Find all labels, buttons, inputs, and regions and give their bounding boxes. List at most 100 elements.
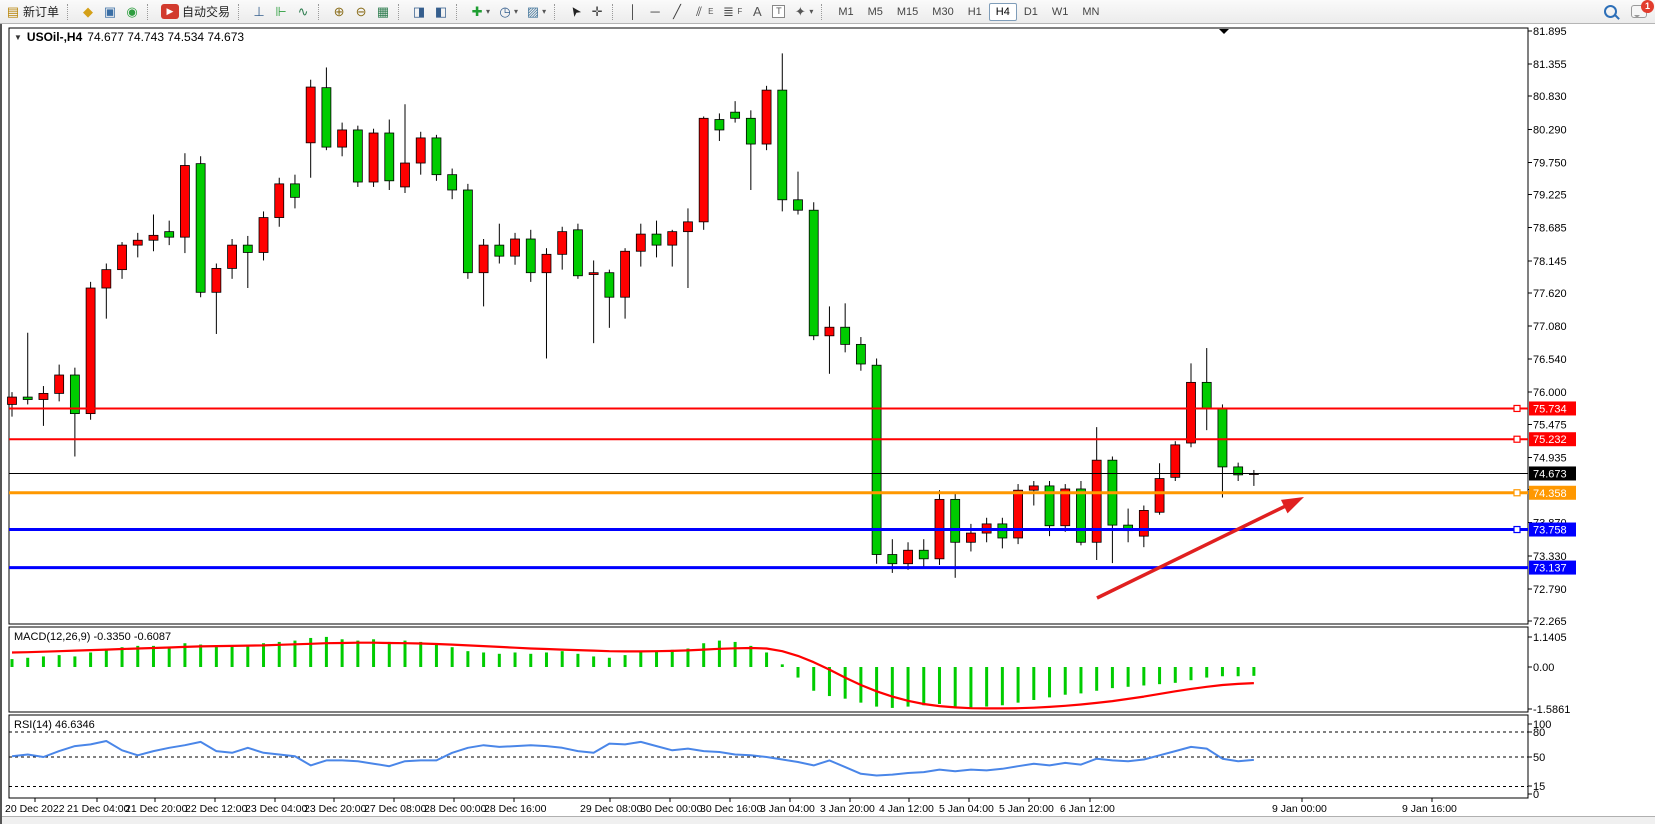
- timeframe-group: M1 M5 M15 M30 H1 H4 D1 W1 MN: [829, 0, 1108, 23]
- timeframe-m30[interactable]: M30: [932, 5, 954, 18]
- trend-arrow-line[interactable]: [1096, 503, 1289, 600]
- time-label: 3 Jan 20:00: [820, 803, 875, 815]
- price-line-handle[interactable]: [1513, 404, 1521, 413]
- dropdown-arrow-icon[interactable]: ▾: [809, 7, 814, 16]
- timeframe-d1[interactable]: D1: [1023, 5, 1038, 18]
- price-tick-label: 81.355: [1533, 59, 1567, 71]
- line-chart-icon: ∿: [297, 4, 309, 19]
- toolbar-group: ◨ ◧: [406, 0, 454, 23]
- price-tick-label: 77.080: [1533, 321, 1567, 333]
- zoom-in-button[interactable]: ⊕: [328, 1, 350, 23]
- channel-button[interactable]: ⫽ E: [688, 1, 717, 23]
- time-label: 5 Jan 20:00: [999, 803, 1054, 815]
- autotrade-button[interactable]: ▶ 自动交易: [157, 1, 234, 23]
- terminal-button[interactable]: ▣: [99, 1, 121, 23]
- price-line-handle[interactable]: [1513, 435, 1521, 443]
- clock-icon: ◷: [499, 4, 511, 19]
- timeframe-m1[interactable]: M1: [838, 5, 854, 18]
- toolbar-group: ➤ ✛: [562, 0, 610, 23]
- trendline-button[interactable]: ╱: [666, 1, 688, 23]
- price-line-badge[interactable]: [1529, 560, 1576, 575]
- chart-shift-icon: ◧: [434, 4, 448, 19]
- candle-body: [148, 234, 159, 241]
- scroll-marker-icon[interactable]: [1219, 29, 1229, 34]
- time-label: 22 Dec 12:00: [185, 803, 248, 815]
- price-line-handle[interactable]: [1513, 489, 1521, 497]
- fibonacci-icon-sub: F: [737, 7, 743, 16]
- candle-body: [761, 89, 772, 145]
- time-label: 23 Dec 04:00: [245, 803, 308, 815]
- dropdown-arrow-icon[interactable]: ▾: [514, 7, 519, 16]
- text-button[interactable]: A: [746, 1, 768, 23]
- template-icon: ▨: [526, 4, 540, 19]
- horizontal-line-icon: ─: [650, 4, 660, 19]
- templates-button[interactable]: ▨ ▾: [522, 1, 550, 23]
- timeframe-h4[interactable]: H4: [988, 2, 1017, 21]
- timeframe-h1[interactable]: H1: [967, 5, 982, 18]
- periods-button[interactable]: ◷ ▾: [494, 1, 522, 23]
- price-line-badge-label: 74.673: [1533, 468, 1567, 480]
- bar-chart-button[interactable]: ⊥: [248, 1, 270, 23]
- price-tick-label: 78.685: [1533, 223, 1567, 235]
- zoom-out-button[interactable]: ⊖: [350, 1, 372, 23]
- price-line-badge-label: 73.137: [1533, 563, 1567, 575]
- timeframe-w1[interactable]: W1: [1051, 5, 1069, 18]
- chat-icon[interactable]: 1: [1631, 0, 1654, 18]
- price-line-badge[interactable]: [1529, 432, 1576, 447]
- candle-body: [1044, 485, 1055, 527]
- horizontal-line-button[interactable]: ─: [644, 1, 666, 23]
- vertical-line-button[interactable]: │: [622, 1, 644, 23]
- candle-body: [1217, 407, 1228, 468]
- candle-body: [478, 244, 489, 274]
- macd-panel: [8, 626, 1529, 713]
- price-line-badge[interactable]: [1529, 466, 1576, 481]
- price-line-handle[interactable]: [1513, 525, 1521, 534]
- zoom-out-icon: ⊖: [355, 4, 367, 19]
- price-line-badge[interactable]: [1529, 401, 1576, 416]
- auto-scroll-button[interactable]: ◨: [408, 1, 430, 23]
- candle-body: [808, 209, 819, 337]
- tile-windows-button[interactable]: ▦: [372, 1, 394, 23]
- time-label: 28 Dec 00:00: [424, 803, 487, 815]
- price-tick-label: 78.145: [1533, 256, 1567, 268]
- chart-shift-button[interactable]: ◧: [430, 1, 452, 23]
- candle-body: [730, 111, 741, 119]
- candle-body: [400, 162, 410, 188]
- price-line-badge[interactable]: [1529, 485, 1576, 500]
- cursor-button[interactable]: ➤: [564, 1, 586, 23]
- chart-symbol-period: USOil-,H4: [26, 30, 83, 44]
- new-order-button[interactable]: ▤ 新订单: [2, 1, 63, 23]
- candle-body: [290, 183, 300, 198]
- candle-body: [462, 189, 473, 274]
- add-indicator-icon: ✚: [471, 4, 483, 19]
- candlestick-chart-button[interactable]: ⊩: [270, 1, 292, 23]
- dropdown-arrow-icon[interactable]: ▾: [486, 7, 491, 16]
- search-icon[interactable]: [1604, 5, 1620, 20]
- candle-body: [620, 250, 630, 298]
- candle-body: [1201, 381, 1212, 409]
- time-label: 9 Jan 16:00: [1402, 803, 1457, 815]
- indicators-button[interactable]: ✚ ▾: [466, 1, 494, 23]
- timeframe-mn[interactable]: MN: [1082, 5, 1100, 18]
- candle-body: [1154, 478, 1165, 513]
- price-tick-label: 79.750: [1533, 157, 1567, 169]
- toolbar-group: ▤ 新订单: [0, 0, 65, 23]
- text-label-button[interactable]: T: [768, 1, 789, 23]
- chart-menu-icon[interactable]: ▼: [14, 32, 22, 42]
- time-label: 28 Dec 16:00: [484, 803, 547, 815]
- crosshair-button[interactable]: ✛: [586, 1, 608, 23]
- trend-arrow-head[interactable]: [1280, 497, 1304, 514]
- price-line-badge[interactable]: [1529, 522, 1576, 537]
- arrows-button[interactable]: ✦ ▾: [789, 1, 817, 23]
- signals-button[interactable]: ◉: [121, 1, 143, 23]
- timeframe-m15[interactable]: M15: [896, 5, 919, 18]
- history-center-button[interactable]: ◆: [77, 1, 99, 23]
- candle-body: [966, 532, 976, 543]
- timeframe-m5[interactable]: M5: [867, 5, 883, 18]
- candle-body: [69, 374, 80, 415]
- fibonacci-button[interactable]: ≣ F: [717, 1, 746, 23]
- candle-body: [604, 272, 615, 298]
- line-chart-button[interactable]: ∿: [292, 1, 314, 23]
- dropdown-arrow-icon[interactable]: ▾: [542, 7, 547, 16]
